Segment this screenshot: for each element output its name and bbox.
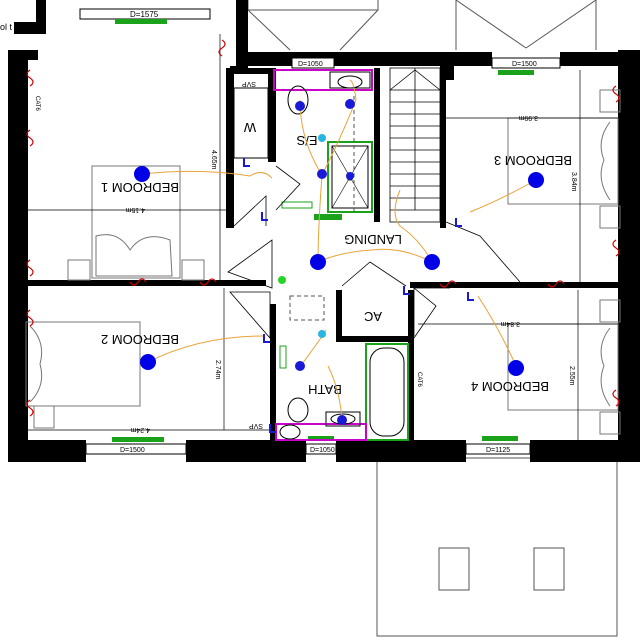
beds xyxy=(25,89,621,435)
dim-bed3-depth: 3.84m xyxy=(570,172,577,192)
extract-fans xyxy=(295,99,355,425)
window-label-bed1: D=1575 xyxy=(130,10,159,19)
svp-bottom-label: SVP xyxy=(249,422,263,429)
window-label-bed3: D=1500 xyxy=(512,61,537,68)
external-walls xyxy=(8,0,640,462)
loft-hatch xyxy=(289,295,325,321)
svp-top-label: SVP xyxy=(242,80,256,87)
room-label-bedroom-4: BEDROOM 4 xyxy=(471,379,549,394)
sockets xyxy=(26,39,620,417)
dim-bed3-width: 3.99m xyxy=(518,114,538,121)
room-label-bedroom-2: BEDROOM 2 xyxy=(101,332,179,347)
cat6-label-bed4: CAT6 xyxy=(416,372,422,388)
room-label-wardrobe: W xyxy=(243,120,256,135)
ceiling-lights xyxy=(134,166,544,376)
dim-bed2-depth: 2.74m xyxy=(214,360,221,380)
wardrobe xyxy=(233,87,269,159)
dim-bed2-width: 4.24m xyxy=(130,426,150,433)
dim-bed4-depth: 2.55m xyxy=(568,366,575,386)
dim-bed4-width: 3.84m xyxy=(500,320,520,327)
roof-outline xyxy=(247,0,618,637)
window-label-bed2: D=1500 xyxy=(120,447,145,454)
room-label-landing: LANDING xyxy=(344,232,402,247)
switches xyxy=(243,158,474,433)
window-markers xyxy=(112,19,534,442)
window-label-ensuite: D=1050 xyxy=(298,61,323,68)
dim-bed1-width: 4.15m xyxy=(125,206,145,213)
room-label-bath: BATH xyxy=(308,382,342,397)
room-label-bedroom-1: BEDROOM 1 xyxy=(101,180,179,195)
pull-cord-lights xyxy=(278,134,326,338)
window-label-bed4: D=1125 xyxy=(486,447,510,454)
cat6-label-bed1: CAT6 xyxy=(34,96,40,112)
dimension-lines xyxy=(28,34,618,440)
dim-bed1-depth: 4.65m xyxy=(210,150,217,170)
room-label-airing-cupboard: AC xyxy=(364,309,382,324)
staircase xyxy=(389,67,441,223)
door-swings xyxy=(227,165,521,340)
edge-note: ol t xyxy=(0,22,13,32)
room-label-bedroom-3: BEDROOM 3 xyxy=(494,153,572,168)
wiring xyxy=(141,79,537,421)
room-label-ensuite: E/S xyxy=(296,133,317,148)
internal-walls xyxy=(26,68,620,440)
window-label-bath: D=1050 xyxy=(310,447,335,454)
